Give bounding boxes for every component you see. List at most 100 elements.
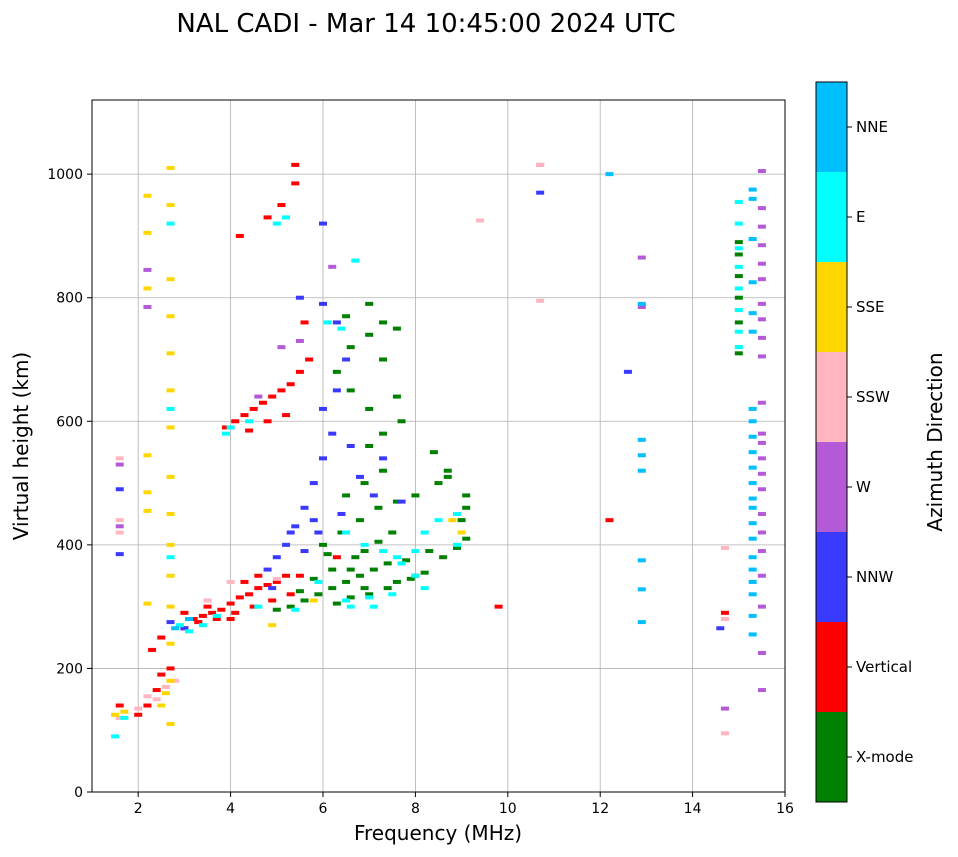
data-point: [346, 444, 355, 448]
data-point: [314, 530, 323, 535]
data-point: [388, 592, 397, 597]
data-point: [379, 431, 388, 436]
data-point: [748, 187, 757, 192]
data-point: [272, 579, 281, 584]
data-point: [226, 425, 235, 430]
x-tick-label: 2: [134, 801, 143, 817]
data-point: [249, 604, 258, 609]
data-point: [734, 351, 743, 356]
data-point: [351, 258, 360, 263]
data-point: [185, 629, 194, 634]
data-point: [268, 394, 277, 399]
colorbar-label: SSE: [856, 298, 885, 316]
data-point: [720, 617, 729, 621]
data-point: [295, 338, 304, 343]
data-point: [757, 277, 766, 282]
data-point: [379, 468, 388, 473]
data-point: [115, 518, 124, 523]
data-point: [605, 172, 614, 177]
data-point: [309, 598, 318, 603]
data-point: [314, 592, 323, 597]
data-point: [328, 264, 337, 269]
data-point: [734, 274, 743, 279]
data-point: [240, 413, 249, 418]
data-point: [166, 406, 175, 411]
data-point: [365, 332, 374, 337]
data-point: [748, 311, 757, 316]
data-point: [286, 604, 295, 609]
data-point: [166, 542, 175, 547]
data-point: [115, 552, 124, 557]
data-point: [757, 301, 766, 306]
data-point: [420, 586, 429, 591]
data-point: [369, 493, 378, 498]
colorbar-label: X-mode: [856, 748, 913, 766]
data-point: [748, 505, 757, 510]
data-point: [319, 406, 327, 411]
x-tick-label: 4: [226, 801, 235, 817]
data-point: [351, 555, 360, 560]
data-point: [757, 688, 766, 693]
data-point: [346, 595, 355, 600]
data-point: [268, 623, 277, 628]
data-point: [434, 481, 443, 486]
x-tick-label: 10: [499, 801, 517, 817]
data-point: [115, 715, 124, 720]
data-point: [637, 587, 646, 592]
data-point: [637, 255, 646, 260]
data-point: [734, 286, 743, 291]
x-tick-label: 12: [591, 801, 609, 817]
data-point: [734, 320, 743, 325]
data-point: [180, 626, 189, 631]
data-point: [328, 567, 337, 572]
data-point: [748, 196, 757, 201]
y-tick-label: 400: [56, 538, 83, 554]
y-tick-label: 200: [56, 661, 83, 677]
data-point: [443, 468, 452, 473]
data-point: [337, 530, 346, 535]
data-point: [379, 357, 388, 362]
data-point: [757, 650, 766, 655]
data-point: [314, 579, 323, 584]
data-point: [734, 308, 743, 313]
data-point: [212, 613, 221, 618]
data-point: [212, 617, 221, 621]
colorbar-swatch: [816, 442, 847, 532]
data-point: [637, 620, 646, 625]
data-point: [748, 632, 757, 637]
data-point: [143, 703, 152, 708]
data-point: [734, 221, 743, 226]
data-point: [748, 434, 757, 439]
data-point: [111, 712, 120, 717]
data-point: [637, 453, 646, 458]
data-point: [319, 301, 327, 306]
data-point: [360, 549, 369, 554]
data-point: [194, 620, 203, 625]
data-point: [379, 456, 388, 461]
data-point: [157, 672, 166, 677]
colorbar-swatch: [816, 82, 847, 172]
colorbar-swatch: [816, 712, 847, 802]
data-point: [166, 678, 175, 683]
data-point: [748, 237, 757, 242]
colorbar-label: SSW: [856, 388, 890, 406]
data-point: [120, 715, 129, 720]
colorbar-label: W: [856, 478, 871, 496]
data-point: [374, 539, 383, 544]
series-sse: [111, 165, 466, 727]
data-point: [295, 295, 304, 300]
colorbar-swatch: [816, 622, 847, 712]
data-point: [295, 573, 304, 578]
data-point: [452, 511, 461, 516]
data-point: [272, 576, 281, 581]
data-point: [462, 505, 471, 510]
data-point: [272, 555, 281, 560]
data-point: [300, 320, 309, 325]
data-point: [143, 508, 152, 513]
azimuth-colorbar: X-mode Vertical NNW W SSW SSE E NNE: [815, 81, 913, 803]
data-point: [757, 224, 766, 229]
data-point: [757, 471, 766, 476]
data-point: [420, 530, 429, 535]
data-point: [365, 444, 374, 448]
data-point: [166, 573, 175, 578]
